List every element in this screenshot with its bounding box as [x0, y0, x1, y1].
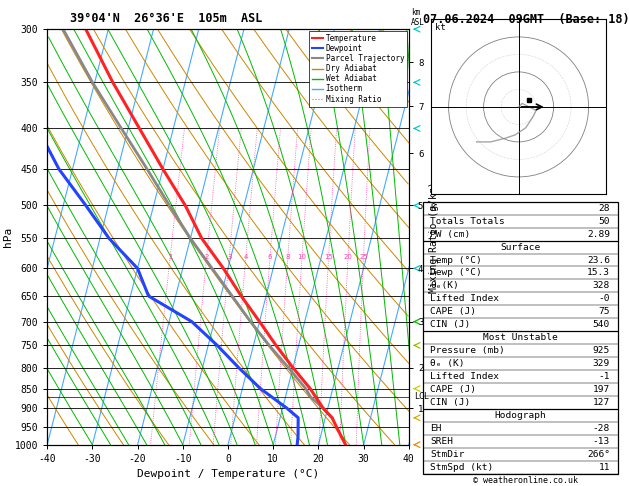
- Text: 1: 1: [168, 254, 172, 260]
- Legend: Temperature, Dewpoint, Parcel Trajectory, Dry Adiabat, Wet Adiabat, Isotherm, Mi: Temperature, Dewpoint, Parcel Trajectory…: [309, 31, 408, 106]
- Text: StmDir: StmDir: [430, 450, 465, 459]
- Text: Totals Totals: Totals Totals: [430, 217, 505, 226]
- Text: 75: 75: [598, 307, 610, 316]
- Text: 925: 925: [593, 346, 610, 355]
- Y-axis label: hPa: hPa: [3, 227, 13, 247]
- Text: Dewp (°C): Dewp (°C): [430, 268, 482, 278]
- Text: 8: 8: [286, 254, 290, 260]
- Text: StmSpd (kt): StmSpd (kt): [430, 463, 494, 472]
- X-axis label: Dewpoint / Temperature (°C): Dewpoint / Temperature (°C): [137, 469, 319, 479]
- Y-axis label: Mixing Ratio (g/kg): Mixing Ratio (g/kg): [429, 181, 439, 293]
- Text: PW (cm): PW (cm): [430, 229, 470, 239]
- Text: K: K: [430, 204, 437, 213]
- Text: CIN (J): CIN (J): [430, 320, 470, 330]
- Text: 23.6: 23.6: [587, 256, 610, 264]
- Text: Pressure (mb): Pressure (mb): [430, 346, 505, 355]
- Text: 329: 329: [593, 359, 610, 368]
- Text: 266°: 266°: [587, 450, 610, 459]
- Text: 20: 20: [343, 254, 352, 260]
- Text: θₑ (K): θₑ (K): [430, 359, 465, 368]
- Text: 540: 540: [593, 320, 610, 330]
- Text: Surface: Surface: [500, 243, 540, 252]
- Text: CAPE (J): CAPE (J): [430, 385, 477, 394]
- Text: SREH: SREH: [430, 437, 454, 446]
- Text: 50: 50: [598, 217, 610, 226]
- Text: LCL: LCL: [415, 392, 429, 401]
- Text: -28: -28: [593, 424, 610, 433]
- Text: 25: 25: [359, 254, 368, 260]
- Text: Lifted Index: Lifted Index: [430, 372, 499, 381]
- Text: CIN (J): CIN (J): [430, 398, 470, 407]
- Text: 127: 127: [593, 398, 610, 407]
- Text: 2.89: 2.89: [587, 229, 610, 239]
- Text: -13: -13: [593, 437, 610, 446]
- Text: kt: kt: [435, 23, 445, 32]
- Text: 328: 328: [593, 281, 610, 291]
- Text: 4: 4: [243, 254, 248, 260]
- Text: 39°04'N  26°36'E  105m  ASL: 39°04'N 26°36'E 105m ASL: [70, 12, 263, 25]
- Text: CAPE (J): CAPE (J): [430, 307, 477, 316]
- Text: -0: -0: [598, 295, 610, 303]
- Text: 11: 11: [598, 463, 610, 472]
- Text: Temp (°C): Temp (°C): [430, 256, 482, 264]
- Text: 197: 197: [593, 385, 610, 394]
- Text: -1: -1: [598, 372, 610, 381]
- Text: 3: 3: [227, 254, 231, 260]
- Text: Hodograph: Hodograph: [494, 411, 546, 420]
- Text: 07.06.2024  09GMT  (Base: 18): 07.06.2024 09GMT (Base: 18): [423, 13, 629, 26]
- Text: 6: 6: [268, 254, 272, 260]
- Text: Most Unstable: Most Unstable: [483, 333, 557, 342]
- Text: km
ASL: km ASL: [411, 8, 425, 27]
- Text: 2: 2: [204, 254, 209, 260]
- Text: Lifted Index: Lifted Index: [430, 295, 499, 303]
- Text: θₑ(K): θₑ(K): [430, 281, 459, 291]
- Text: © weatheronline.co.uk: © weatheronline.co.uk: [473, 475, 577, 485]
- Text: 15: 15: [324, 254, 333, 260]
- Text: 10: 10: [298, 254, 306, 260]
- Text: 28: 28: [598, 204, 610, 213]
- Text: 15.3: 15.3: [587, 268, 610, 278]
- Text: EH: EH: [430, 424, 442, 433]
